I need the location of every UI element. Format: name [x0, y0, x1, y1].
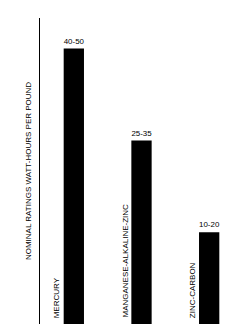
svg-text:MERCURY: MERCURY [52, 277, 61, 318]
svg-text:25-35: 25-35 [131, 129, 152, 138]
svg-text:ZINC-CARBON: ZINC-CARBON [188, 262, 197, 318]
svg-text:NOMINAL RATINGS WATT-HOURS PER: NOMINAL RATINGS WATT-HOURS PER POUND [24, 82, 33, 260]
svg-text:10-20: 10-20 [199, 220, 220, 229]
svg-text:MANGANESE-ALKALINE-ZINC: MANGANESE-ALKALINE-ZINC [121, 204, 130, 318]
svg-text:40-50: 40-50 [64, 37, 85, 46]
